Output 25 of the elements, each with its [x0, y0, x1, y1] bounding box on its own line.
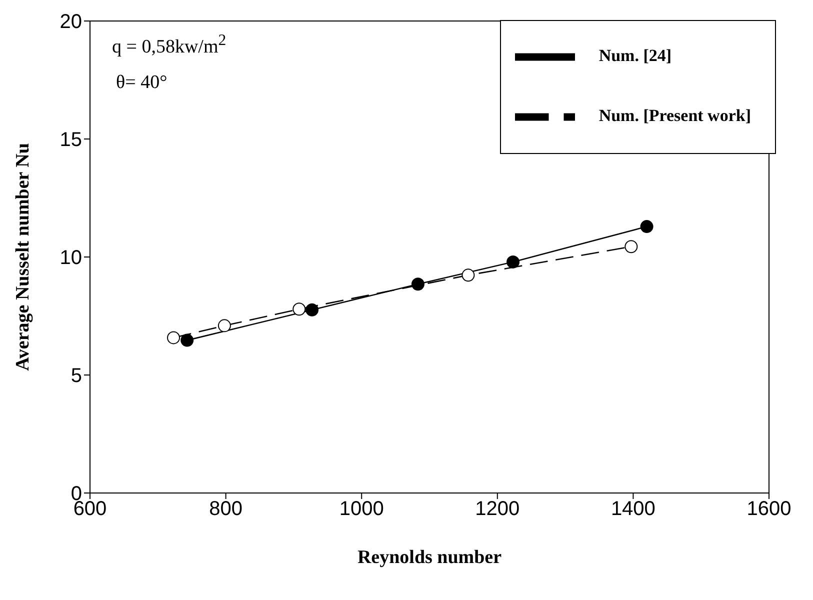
point [506, 255, 520, 268]
point [411, 278, 424, 291]
legend-label: Num. [Present work] [598, 106, 751, 126]
x-tick-label: 1200 [475, 498, 520, 520]
point [462, 268, 475, 282]
point [180, 334, 194, 347]
x-axis-title: Reynolds number [357, 547, 502, 568]
y-axis-title: Average Nusselt number Nu [12, 142, 34, 371]
point [292, 302, 306, 316]
point [218, 319, 231, 332]
y-tick-label: 10 [60, 247, 82, 270]
point [640, 220, 654, 234]
legend-label: Num. [24] [598, 46, 672, 66]
point [624, 240, 638, 254]
x-tick-label: 1400 [610, 498, 656, 520]
point [167, 331, 180, 344]
y-tick-label: 15 [60, 129, 82, 152]
annotation: θ= 40° [116, 72, 168, 94]
y-tick-label: 5 [70, 365, 82, 388]
y-tick-label: 20 [60, 11, 82, 34]
x-tick-label: 1600 [746, 498, 792, 520]
x-tick-label: 1000 [339, 498, 384, 520]
point [306, 303, 319, 316]
x-tick-label: 800 [209, 498, 242, 520]
annotation: q = 0,58kw/m$^{2}$ [112, 32, 226, 58]
